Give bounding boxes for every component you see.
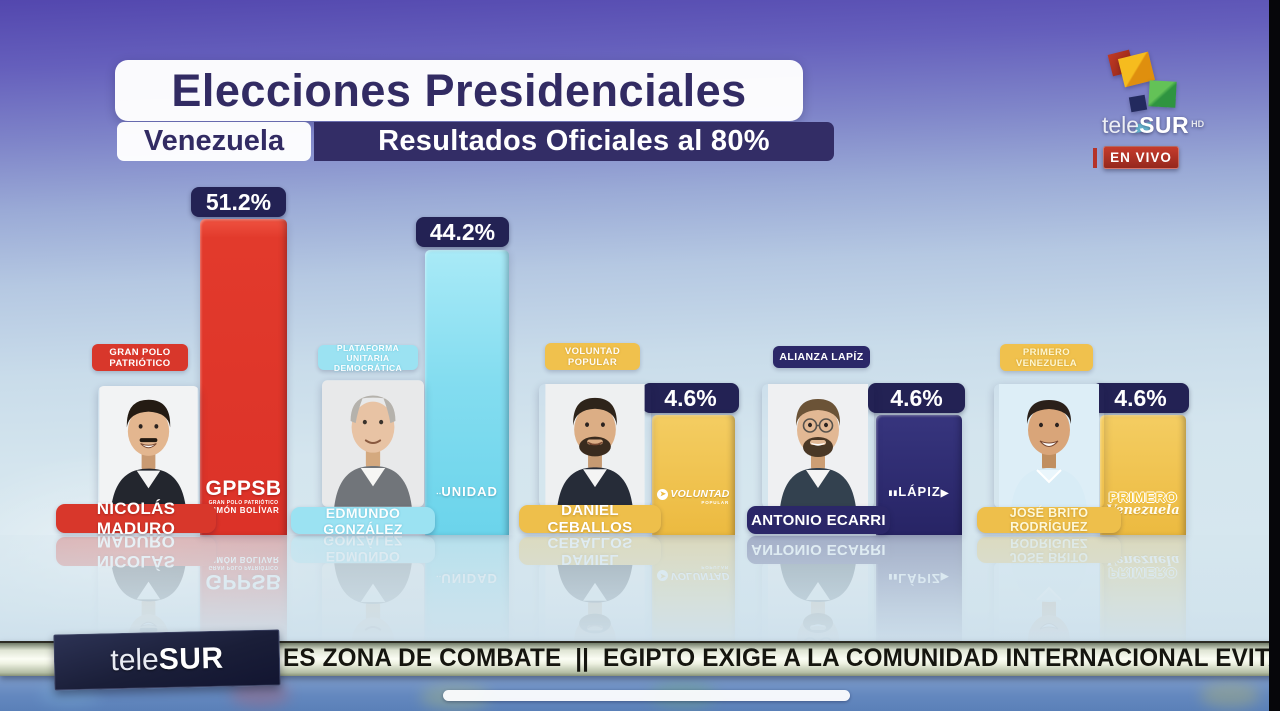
voluntad-popular-party-logo: ➤ VOLUNTAD POPULAR: [652, 488, 735, 505]
bar-gonzalez: ‥UNIDAD: [425, 250, 509, 535]
name-label-brito: JOSÉ BRITO RODRÍGUEZ: [977, 506, 1121, 534]
name-label-ecarri: ANTONIO ECARRI: [747, 506, 890, 534]
bar-ceballos: ➤ VOLUNTAD POPULAR: [652, 415, 735, 535]
pencil-icon: ▶: [940, 488, 950, 499]
name-label-gonzalez: EDMUNDO GONZÁLEZ: [291, 505, 435, 537]
party-chip-brito: PRIMERO VENEZUELA: [1000, 344, 1093, 371]
lapiz-party-logo: ▮▮LÁPIZ▶: [888, 484, 950, 499]
candidate-photo-maduro: [98, 386, 199, 508]
live-indicator: EN VIVO: [1093, 146, 1179, 169]
page-title: Elecciones Presidenciales: [171, 64, 747, 116]
party-chip-gonzalez: PLATAFORMA UNITARIA DEMOCRÁTICA: [318, 343, 418, 373]
value-label-maduro: 51.2%: [191, 187, 286, 217]
live-badge: EN VIVO: [1103, 146, 1179, 169]
voluntad-arrow-icon: ➤: [657, 488, 669, 500]
primero-venezuela-party-logo: PRIMERO Venezuela: [1106, 489, 1180, 518]
letterbox-right-edge: [1269, 0, 1280, 711]
bar-brito: PRIMERO Venezuela: [1100, 415, 1186, 535]
hd-badge: HD: [1191, 118, 1205, 129]
value-label-ecarri: 4.6%: [868, 383, 965, 413]
logo-green-square: [1148, 80, 1177, 108]
live-tick-icon: [1093, 147, 1097, 168]
unidad-party-logo: ‥UNIDAD: [436, 484, 498, 499]
value-label-brito: 4.6%: [1092, 383, 1189, 413]
candidate-photo-gonzalez: [322, 380, 424, 507]
bar-maduro: GPPSB GRAN POLO PATRIÓTICO SIMÓN BOLÍVAR: [200, 219, 287, 535]
channel-bug: teleSUR HD EN VIVO: [1090, 36, 1220, 176]
name-label-maduro: NICOLÁS MADURO: [56, 499, 216, 538]
title-banner: Elecciones Presidenciales: [115, 60, 803, 121]
blur-spot: [1200, 682, 1260, 708]
party-chip-ceballos: VOLUNTAD POPULAR: [545, 343, 640, 370]
candidate-photo-ecarri: [762, 384, 874, 508]
ticker-telesur-logo: tele SUR: [53, 629, 281, 691]
party-chip-maduro: GRAN POLO PATRIÓTICO: [92, 344, 188, 371]
logo-navy-square: [1128, 94, 1148, 113]
floor-reflection-fade: [0, 535, 1280, 641]
results-subtitle: Resultados Oficiales al 80%: [314, 122, 834, 161]
bar-ecarri: ▮▮LÁPIZ▶: [876, 415, 962, 535]
party-chip-ecarri: ALIANZA LAPÍZ: [773, 346, 870, 368]
player-scrubber-handle[interactable]: [443, 690, 850, 701]
candidate-photo-ceballos: [539, 384, 651, 507]
region-label: Venezuela: [117, 122, 311, 161]
value-label-ceballos: 4.6%: [642, 383, 739, 413]
value-label-gonzalez: 44.2%: [416, 217, 509, 247]
candidate-photo-brito: [994, 384, 1104, 508]
name-label-ceballos: DANIEL CEBALLOS: [519, 502, 661, 536]
channel-wordmark: teleSUR HD: [1102, 112, 1205, 138]
gppsb-party-logo: GPPSB GRAN POLO PATRIÓTICO SIMÓN BOLÍVAR: [205, 477, 282, 515]
news-ticker-text: ES ZONA DE COMBATE || EGIPTO EXIGE A LA …: [283, 644, 1280, 672]
